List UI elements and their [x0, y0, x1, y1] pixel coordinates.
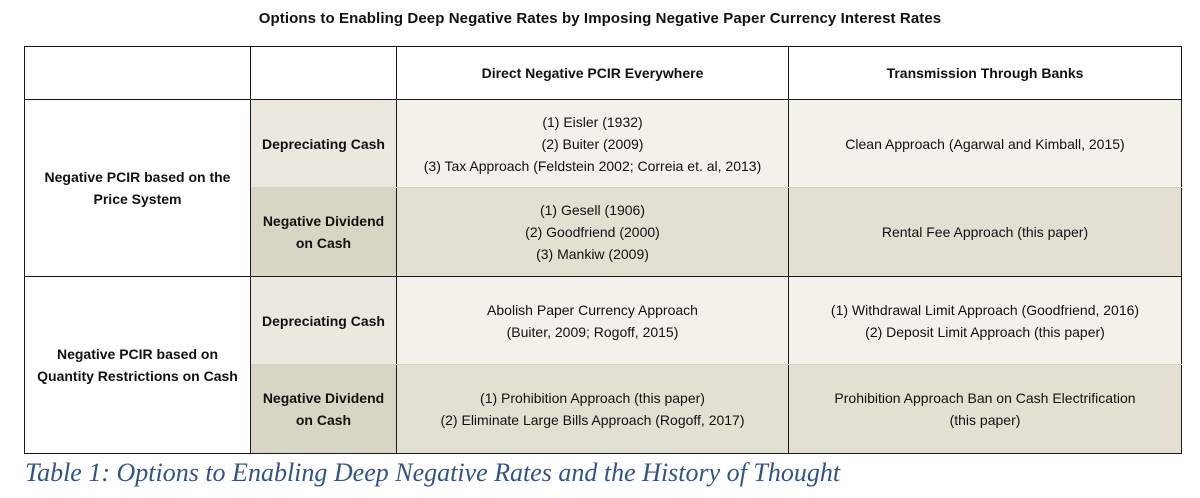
cell-banks: (1) Withdrawal Limit Approach (Goodfrien… — [788, 276, 1182, 365]
header-empty-cell-2 — [250, 46, 397, 100]
cell-direct: (1) Prohibition Approach (this paper) (2… — [396, 364, 789, 454]
header-direct-negative-pcir: Direct Negative PCIR Everywhere — [396, 46, 789, 100]
table-row: Negative Dividend on Cash (1) Gesell (19… — [25, 187, 1182, 277]
header-row: Direct Negative PCIR Everywhere Transmis… — [24, 46, 1182, 100]
sub-label-negative-dividend: Negative Dividend on Cash — [250, 187, 397, 277]
cell-direct: (1) Gesell (1906) (2) Goodfriend (2000) … — [396, 187, 789, 277]
cell-direct: Abolish Paper Currency Approach (Buiter,… — [396, 276, 789, 365]
table-row: Negative Dividend on Cash (1) Prohibitio… — [25, 364, 1182, 454]
options-table: Direct Negative PCIR Everywhere Transmis… — [24, 46, 1182, 454]
cell-banks: Clean Approach (Agarwal and Kimball, 201… — [788, 99, 1182, 188]
sub-label-depreciating-cash: Depreciating Cash — [250, 99, 397, 188]
table-row: Negative PCIR based on Quantity Restrict… — [24, 276, 1182, 454]
table-caption: Table 1: Options to Enabling Deep Negati… — [25, 458, 841, 487]
sub-label-negative-dividend: Negative Dividend on Cash — [250, 364, 397, 454]
header-transmission-through-banks: Transmission Through Banks — [788, 46, 1182, 100]
group-label-price-system: Negative PCIR based on the Price System — [24, 99, 251, 277]
cell-banks: Prohibition Approach Ban on Cash Electri… — [788, 364, 1182, 454]
table-row: Negative PCIR based on the Price System … — [24, 99, 1182, 277]
cell-direct: (1) Eisler (1932) (2) Buiter (2009) (3) … — [396, 99, 789, 188]
table-title: Options to Enabling Deep Negative Rates … — [258, 10, 942, 27]
sub-label-depreciating-cash: Depreciating Cash — [250, 276, 397, 365]
group-label-quantity-restrictions: Negative PCIR based on Quantity Restrict… — [24, 276, 251, 454]
cell-banks: Rental Fee Approach (this paper) — [788, 187, 1182, 277]
header-empty-cell-1 — [24, 46, 251, 100]
